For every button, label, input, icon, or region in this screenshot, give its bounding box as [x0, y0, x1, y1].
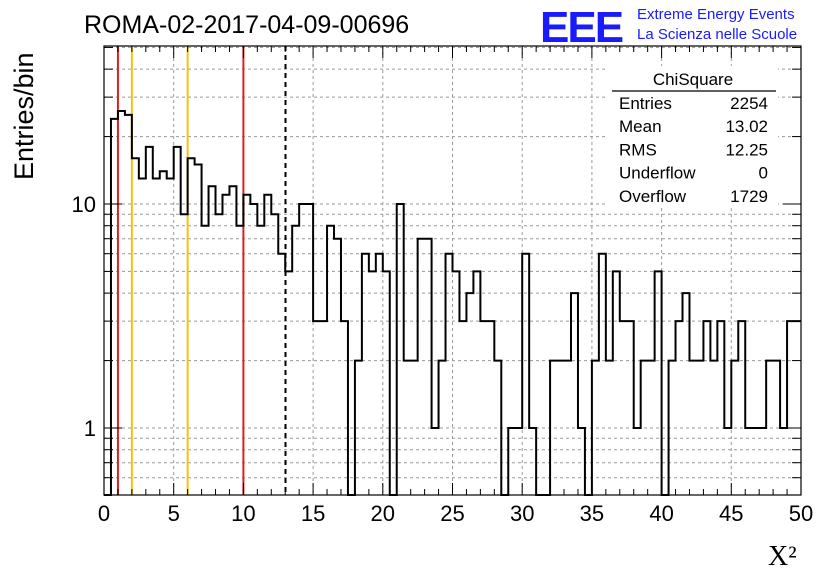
x-tick-label: 5: [168, 501, 180, 526]
stats-value: 13.02: [725, 117, 768, 136]
x-tick-label: 45: [719, 501, 743, 526]
x-tick-label: 25: [440, 501, 464, 526]
y-axis-label: Entries/bin: [9, 52, 39, 180]
x-tick-label: 35: [580, 501, 604, 526]
eee-logo-line1: Extreme Energy Events: [637, 6, 795, 23]
y-tick-label: 1: [84, 416, 96, 441]
marker-lines: [116, 46, 287, 495]
x-tick-label: 40: [649, 501, 673, 526]
axis-ticks: [103, 46, 802, 495]
stats-label: RMS: [619, 140, 657, 159]
x-tick-label: 30: [510, 501, 534, 526]
stats-value: 12.25: [725, 140, 768, 159]
stats-label: Overflow: [619, 187, 687, 206]
stats-title: ChiSquare: [653, 70, 733, 89]
stats-label: Underflow: [619, 164, 696, 183]
eee-logo-line2: La Scienza nelle Scuole: [637, 26, 797, 43]
grid-layer: [104, 46, 801, 495]
eee-logo: EEE Extreme Energy Events La Scienza nel…: [540, 3, 797, 52]
chart-title: ROMA-02-2017-04-09-00696: [84, 11, 409, 39]
x-axis-label: X²: [768, 541, 797, 572]
x-tick-label: 0: [98, 501, 110, 526]
stats-label: Entries: [619, 94, 672, 113]
x-tick-label: 15: [301, 501, 325, 526]
eee-logo-mark: EEE: [540, 3, 623, 52]
y-tick-labels: 1 10: [72, 192, 96, 441]
x-tick-label: 50: [789, 501, 813, 526]
stats-box-bg: [608, 66, 778, 206]
y-tick-label: 10: [72, 192, 96, 217]
stats-rows: Entries 2254 Mean 13.02 RMS 12.25 Underflow 0 Ov…: [619, 94, 768, 206]
stats-value: 1729: [730, 187, 768, 206]
x-tick-labels: 0 5 10 15 20 25 30 35 40 45 50: [98, 501, 813, 526]
stats-box: ChiSquare Entries 2254 Mean 13.02 RMS 12.25 Un…: [608, 66, 778, 206]
x-tick-label: 10: [231, 501, 255, 526]
x-tick-label: 20: [371, 501, 395, 526]
stats-label: Mean: [619, 117, 662, 136]
histogram-outline: [104, 110, 801, 496]
stats-value: 0: [759, 164, 768, 183]
stats-value: 2254: [730, 94, 768, 113]
